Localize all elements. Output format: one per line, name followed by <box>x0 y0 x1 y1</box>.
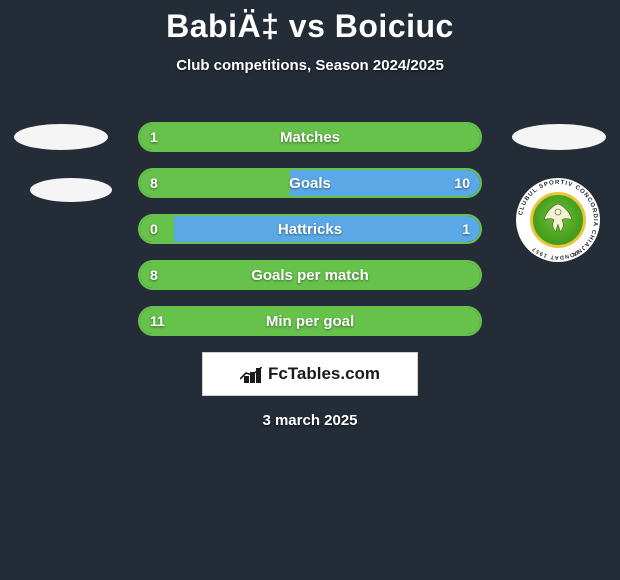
stat-bar: Goals8 10 <box>138 168 482 198</box>
bar-chart-icon <box>240 365 262 383</box>
bar-label: Min per goal <box>140 308 480 334</box>
bar-value-left: 11 <box>140 308 175 334</box>
attribution-box: FcTables.com <box>202 352 418 396</box>
page-title: BabiÄ‡ vs Boiciuc <box>0 0 620 45</box>
left-team-logo-placeholder-1 <box>14 124 108 150</box>
bar-value-left: 8 <box>140 170 168 196</box>
subtitle: Club competitions, Season 2024/2025 <box>0 57 620 74</box>
bar-value-right: 1 <box>452 216 480 242</box>
bar-label: Goals per match <box>140 262 480 288</box>
bar-label: Matches <box>140 124 480 150</box>
left-team-logo-placeholder-2 <box>30 178 112 202</box>
bar-value-left: 1 <box>140 124 168 150</box>
eagle-icon <box>538 198 578 238</box>
badge-inner-circle <box>530 192 586 248</box>
stat-bar: Min per goal11 <box>138 306 482 336</box>
footer-date: 3 march 2025 <box>0 412 620 429</box>
bar-value-left: 8 <box>140 262 168 288</box>
bar-value-right: 10 <box>444 170 480 196</box>
attribution-text: FcTables.com <box>268 364 380 384</box>
bar-label: Hattricks <box>140 216 480 242</box>
stat-bar: Matches1 <box>138 122 482 152</box>
stat-bar: Hattricks0 1 <box>138 214 482 244</box>
bar-value-left: 0 <box>140 216 168 242</box>
right-team-logo-placeholder <box>512 124 606 150</box>
right-team-badge: CLUBUL SPORTIV CONCORDIA CHIAJNA FONDAT … <box>516 178 600 262</box>
bar-label: Goals <box>140 170 480 196</box>
stat-bar: Goals per match8 <box>138 260 482 290</box>
infographic-container: BabiÄ‡ vs Boiciuc Club competitions, Sea… <box>0 0 620 580</box>
comparison-bars: Matches1Goals810Hattricks01Goals per mat… <box>138 122 482 352</box>
